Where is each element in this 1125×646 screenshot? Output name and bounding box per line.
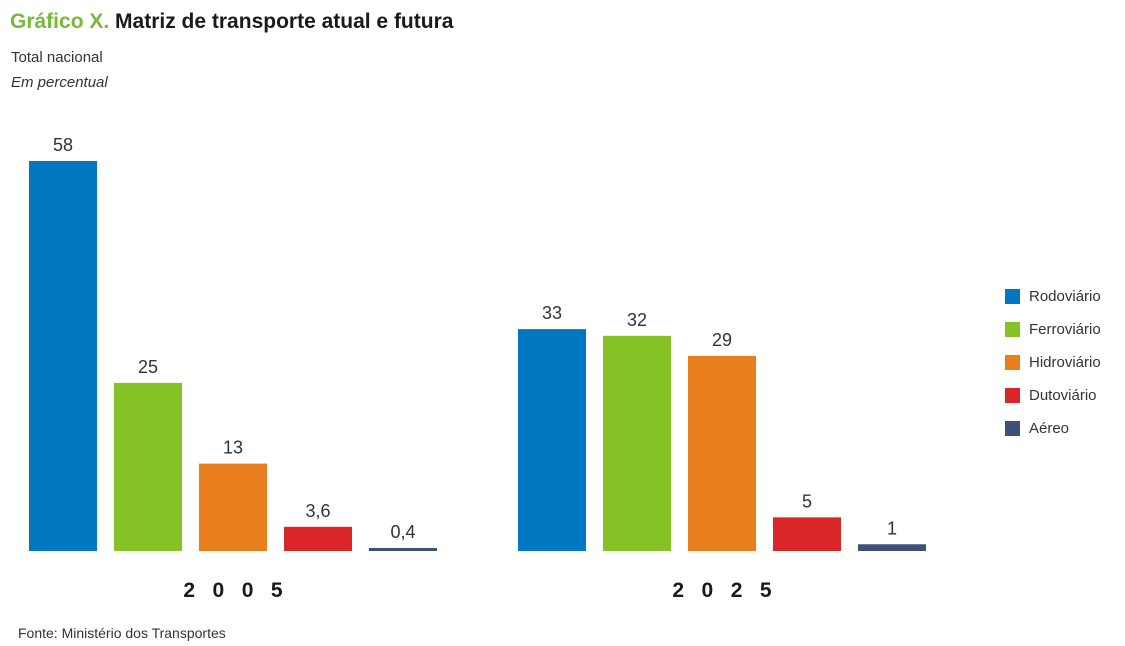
legend-label: Dutoviário [1029, 387, 1097, 404]
data-label-2005-1: 25 [138, 357, 158, 377]
bar-2005-3 [284, 527, 352, 551]
bar-2025-0 [518, 329, 586, 551]
bar-2005-0 [29, 161, 97, 551]
category-label-2025: 2 0 2 5 [672, 579, 772, 602]
bar-2025-2 [688, 356, 756, 551]
legend-label: Aéreo [1029, 420, 1069, 437]
data-label-2025-0: 33 [542, 303, 562, 323]
legend-label: Rodoviário [1029, 288, 1101, 305]
data-label-2025-3: 5 [802, 491, 812, 511]
bar-2005-4 [369, 548, 437, 551]
legend-label: Hidroviário [1029, 354, 1101, 371]
legend-item-1: Ferroviário [1005, 313, 1101, 346]
bar-2025-1 [603, 336, 671, 551]
legend-swatch [1005, 355, 1020, 370]
bar-2025-4 [858, 544, 926, 551]
bar-2005-2 [199, 464, 267, 551]
legend-item-0: Rodoviário [1005, 280, 1101, 313]
legend-item-2: Hidroviário [1005, 346, 1101, 379]
data-label-2025-2: 29 [712, 330, 732, 350]
data-label-2025-4: 1 [887, 518, 897, 538]
source-note: Fonte: Ministério dos Transportes [18, 625, 226, 641]
data-label-2005-2: 13 [223, 438, 243, 458]
data-label-2025-1: 32 [627, 310, 647, 330]
data-label-2005-0: 58 [53, 135, 73, 155]
data-label-2005-3: 3,6 [305, 501, 330, 521]
legend-label: Ferroviário [1029, 321, 1101, 338]
legend: Rodoviário Ferroviário Hidroviário Dutoviár… [1005, 280, 1101, 445]
legend-swatch [1005, 421, 1020, 436]
legend-swatch [1005, 322, 1020, 337]
category-label-2005: 2 0 0 5 [183, 579, 283, 602]
legend-swatch [1005, 289, 1020, 304]
legend-item-4: Aéreo [1005, 412, 1101, 445]
data-label-2005-4: 0,4 [390, 522, 415, 542]
bar-2025-3 [773, 517, 841, 551]
bar-2005-1 [114, 383, 182, 551]
legend-item-3: Dutoviário [1005, 379, 1101, 412]
legend-swatch [1005, 388, 1020, 403]
